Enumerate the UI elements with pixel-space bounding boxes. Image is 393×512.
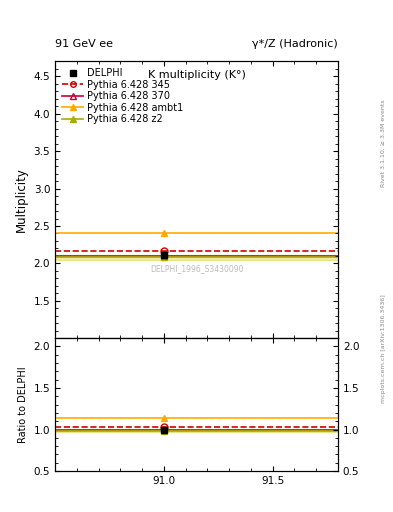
Bar [55, 430, 338, 432]
Legend: DELPHI, Pythia 6.428 345, Pythia 6.428 370, Pythia 6.428 ambt1, Pythia 6.428 z2: DELPHI, Pythia 6.428 345, Pythia 6.428 3… [60, 66, 185, 126]
Text: γ*/Z (Hadronic): γ*/Z (Hadronic) [252, 38, 338, 49]
Text: Rivet 3.1.10, ≥ 3.3M events: Rivet 3.1.10, ≥ 3.3M events [381, 99, 386, 187]
Bar [55, 255, 338, 260]
Text: K multiplicity (K°): K multiplicity (K°) [147, 70, 246, 80]
Text: 91 GeV ee: 91 GeV ee [55, 38, 113, 49]
Text: DELPHI_1996_S3430090: DELPHI_1996_S3430090 [150, 265, 243, 273]
Text: mcplots.cern.ch [arXiv:1306.3436]: mcplots.cern.ch [arXiv:1306.3436] [381, 294, 386, 402]
Y-axis label: Ratio to DELPHI: Ratio to DELPHI [18, 366, 28, 443]
Y-axis label: Multiplicity: Multiplicity [15, 167, 28, 232]
